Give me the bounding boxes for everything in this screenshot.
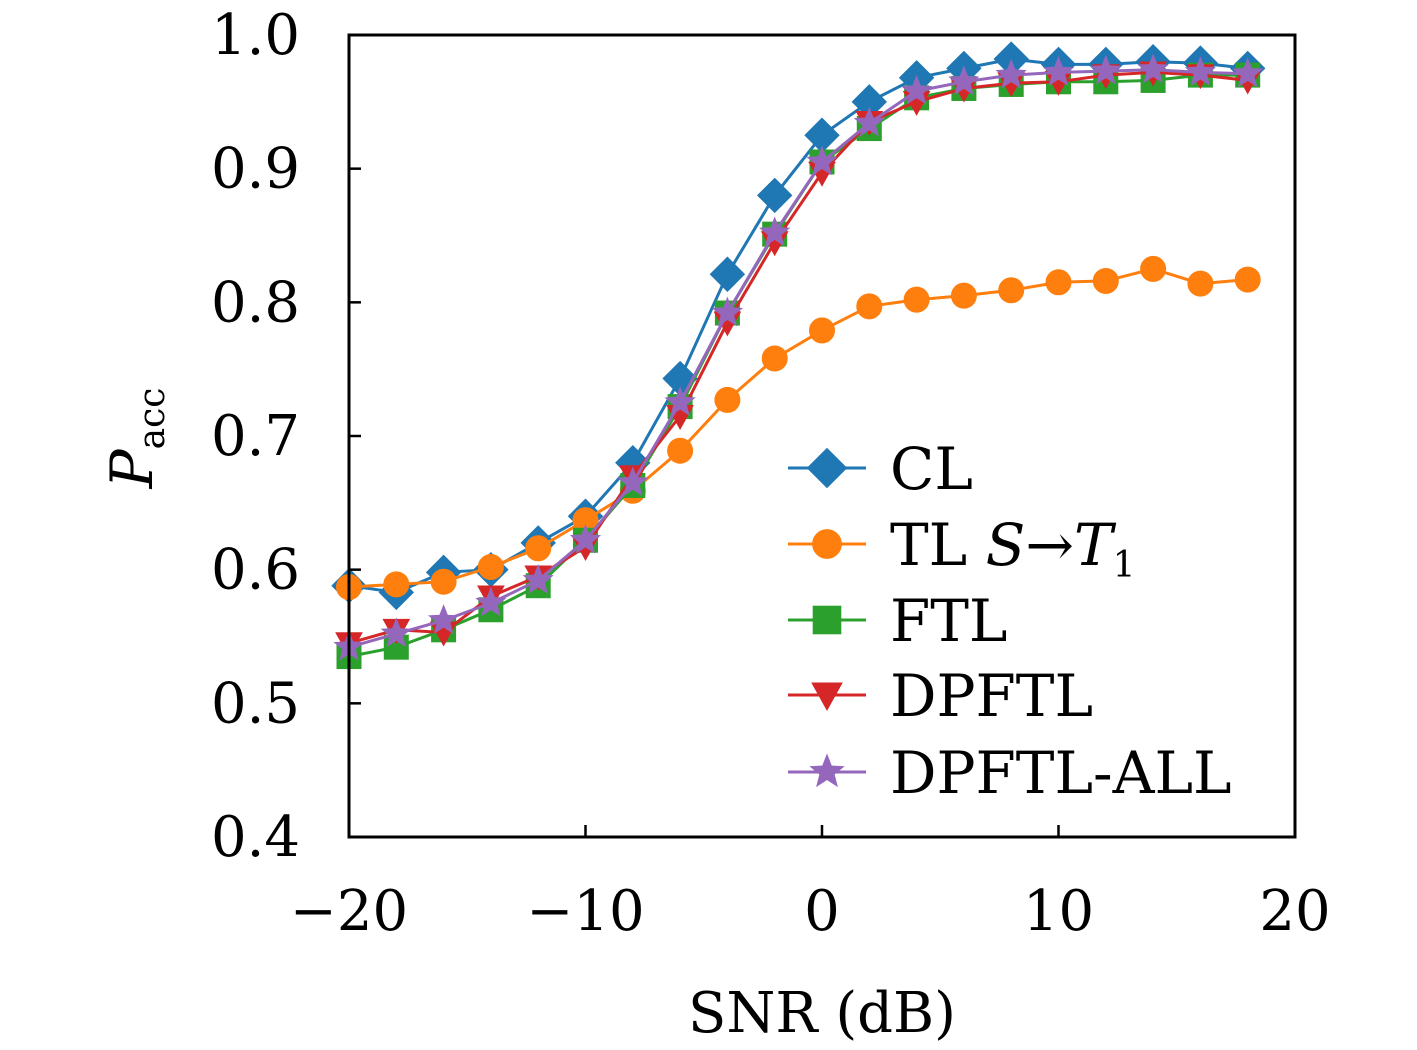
x-tick-label: −20 (290, 879, 408, 944)
legend-item-dpftl-all: DPFTL-ALL (788, 739, 1232, 807)
data-point-dpftl-all (664, 386, 696, 416)
y-axis: 0.4 0.5 0.6 0.7 0.8 0.9 1.0 (211, 3, 361, 870)
legend-label-tl: TL S→T1 (890, 511, 1136, 586)
data-point-cl (709, 256, 746, 292)
data-point-tl (667, 437, 694, 464)
y-axis-label: Pacc (98, 388, 173, 490)
data-point-tl (1092, 267, 1119, 294)
data-point-dpftl-all (1137, 53, 1169, 84)
data-point-dpftl-all (522, 564, 554, 594)
legend-item-ftl: FTL (788, 587, 1007, 655)
y-tick-label: 1.0 (211, 3, 300, 68)
data-point-tl (856, 293, 883, 320)
legend-marker-ftl (812, 605, 842, 635)
legend-marker-dpftl (811, 682, 843, 711)
x-axis: −20 −10 0 10 20 (290, 825, 1331, 944)
data-point-tl (903, 286, 930, 313)
data-point-tl (950, 282, 977, 309)
data-point-tl (430, 568, 457, 595)
data-point-cl (756, 177, 793, 214)
legend-item-tl: TL S→T1 (788, 511, 1136, 586)
data-point-dpftl-all (1042, 56, 1075, 86)
y-tick-label: 0.4 (211, 805, 300, 870)
data-point-dpftl-all (1232, 57, 1264, 88)
y-tick-label: 0.8 (211, 270, 300, 335)
x-tick-label: −10 (526, 879, 644, 944)
data-point-dpftl-all (995, 58, 1027, 89)
series-layer (331, 41, 1266, 670)
legend-label-dpftl: DPFTL (890, 662, 1093, 730)
legend-marker-dpftl-all (809, 753, 845, 788)
legend-label-dpftl-all: DPFTL-ALL (890, 739, 1232, 807)
data-point-dpftl-all (853, 106, 885, 137)
data-point-tl (809, 317, 835, 344)
data-point-dpftl-all (948, 65, 980, 96)
legend-marker-cl (806, 447, 848, 489)
data-point-tl (477, 553, 504, 580)
data-point-tl (1234, 266, 1261, 293)
legend-label-ftl: FTL (890, 587, 1007, 655)
data-point-dpftl-all (711, 296, 744, 327)
data-point-tl (998, 277, 1025, 304)
data-point-dpftl-all (759, 216, 791, 247)
svg-text:Pacc: Pacc (98, 388, 173, 490)
legend-label-cl: CL (890, 435, 973, 503)
data-point-tl (1045, 269, 1072, 296)
y-tick-label: 0.5 (211, 671, 300, 736)
data-point-tl (761, 345, 788, 372)
data-point-dpftl-all (900, 74, 933, 105)
x-tick-label: 0 (804, 879, 840, 944)
y-axis-label-subscript: acc (132, 388, 173, 450)
data-point-tl (1187, 270, 1214, 297)
legend-item-cl: CL (788, 435, 973, 503)
data-point-tl (714, 386, 741, 413)
data-point-tl (1140, 255, 1167, 282)
data-point-dpftl-all (475, 586, 507, 617)
data-point-dpftl-all (569, 523, 602, 554)
data-point-dpftl-all (617, 466, 649, 497)
data-point-dpftl-all (427, 604, 460, 634)
y-tick-label: 0.7 (211, 404, 300, 469)
legend-item-dpftl: DPFTL (788, 662, 1093, 730)
data-point-dpftl-all (1090, 54, 1122, 85)
legend-marker-tl (812, 529, 842, 559)
data-point-tl (383, 571, 410, 598)
y-tick-label: 0.6 (211, 538, 300, 603)
data-point-dpftl-all (806, 145, 838, 176)
x-tick-label: 20 (1259, 879, 1330, 944)
y-axis-label-main: P (98, 448, 166, 489)
y-tick-label: 0.9 (211, 137, 300, 202)
x-axis-label: SNR (dB) (688, 981, 956, 1046)
data-point-tl (525, 535, 552, 562)
data-point-dpftl-all (1184, 56, 1217, 86)
data-point-dpftl-all (380, 617, 412, 648)
x-tick-label: 10 (1023, 879, 1094, 944)
